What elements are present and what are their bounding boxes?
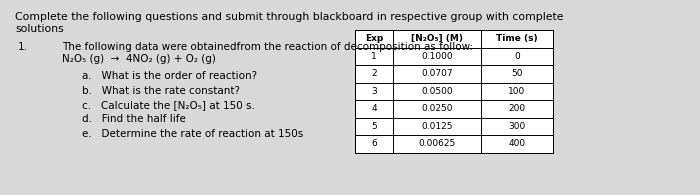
Text: b.   What is the rate constant?: b. What is the rate constant? bbox=[82, 85, 240, 96]
Text: 300: 300 bbox=[508, 122, 526, 131]
Text: solutions: solutions bbox=[15, 24, 64, 34]
Text: e.   Determine the rate of reaction at 150s: e. Determine the rate of reaction at 150… bbox=[82, 129, 303, 139]
Text: d.   Find the half life: d. Find the half life bbox=[82, 114, 186, 124]
Text: 1.: 1. bbox=[18, 42, 28, 52]
Text: 0.0707: 0.0707 bbox=[421, 69, 453, 78]
Text: 3: 3 bbox=[371, 87, 377, 96]
Text: 50: 50 bbox=[511, 69, 523, 78]
Text: 0.0500: 0.0500 bbox=[421, 87, 453, 96]
Text: 200: 200 bbox=[508, 104, 526, 113]
Text: 5: 5 bbox=[371, 122, 377, 131]
Text: Complete the following questions and submit through blackboard in respective gro: Complete the following questions and sub… bbox=[15, 12, 564, 22]
Text: 0: 0 bbox=[514, 52, 520, 61]
Text: N₂O₅ (g)  →  4NO₂ (g) + O₂ (g): N₂O₅ (g) → 4NO₂ (g) + O₂ (g) bbox=[62, 54, 216, 64]
Text: 100: 100 bbox=[508, 87, 526, 96]
Text: 2: 2 bbox=[371, 69, 377, 78]
Text: 4: 4 bbox=[371, 104, 377, 113]
Text: 1: 1 bbox=[371, 52, 377, 61]
Text: 400: 400 bbox=[508, 139, 526, 148]
Text: c.   Calculate the [N₂O₅] at 150 s.: c. Calculate the [N₂O₅] at 150 s. bbox=[82, 100, 255, 110]
Text: 0.00625: 0.00625 bbox=[419, 139, 456, 148]
Text: 0.0250: 0.0250 bbox=[421, 104, 453, 113]
Text: 0.1000: 0.1000 bbox=[421, 52, 453, 61]
Text: 6: 6 bbox=[371, 139, 377, 148]
Text: The following data were obtainedfrom the reaction of decomposition as follow:: The following data were obtainedfrom the… bbox=[62, 42, 473, 52]
Text: 0.0125: 0.0125 bbox=[421, 122, 453, 131]
Text: Time (s): Time (s) bbox=[496, 34, 538, 43]
Text: [N₂O₅] (M): [N₂O₅] (M) bbox=[411, 34, 463, 43]
Text: a.   What is the order of reaction?: a. What is the order of reaction? bbox=[82, 71, 257, 81]
Bar bbox=[355, 30, 553, 152]
Text: Exp: Exp bbox=[365, 34, 383, 43]
